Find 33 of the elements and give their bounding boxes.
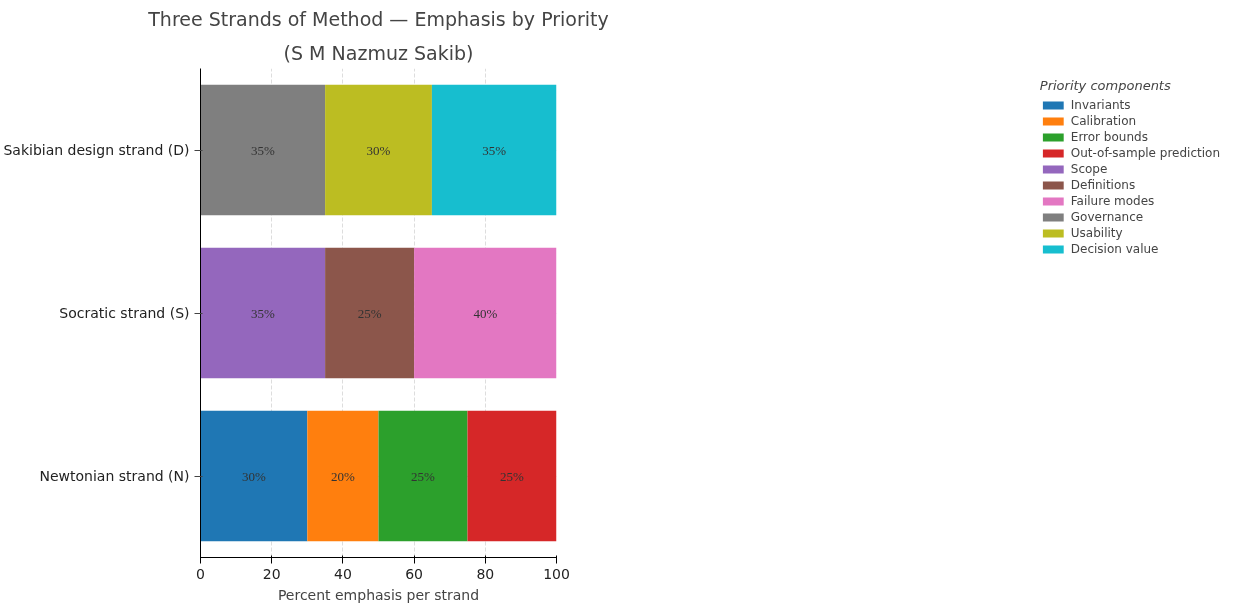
x-tick-label: 40 — [333, 565, 352, 582]
data-label: 25% — [411, 468, 436, 484]
data-label: 35% — [482, 142, 507, 158]
legend-label: Definitions — [1070, 178, 1136, 192]
legend-label: Governance — [1070, 210, 1144, 224]
x-tick-label: 20 — [262, 565, 281, 582]
legend-label: Invariants — [1070, 98, 1131, 112]
data-label: 35% — [250, 142, 275, 158]
chart-title: Three Strands of Method — Emphasis by Priority — [147, 7, 609, 30]
legend-label: Error bounds — [1070, 130, 1148, 144]
legend-label: Failure modes — [1070, 194, 1155, 208]
legend-label: Decision value — [1070, 242, 1159, 256]
chart-subtitle: (S M Nazmuz Sakib) — [283, 41, 474, 64]
legend-label: Usability — [1070, 226, 1123, 240]
data-label: 35% — [250, 305, 275, 321]
data-label: 30% — [366, 142, 391, 158]
y-tick-label: Newtonian strand (N) — [39, 468, 190, 484]
data-label: 20% — [330, 468, 355, 484]
x-tick-label: 100 — [543, 565, 570, 582]
x-tick-label: 0 — [196, 565, 205, 582]
x-axis-title: Percent emphasis per strand — [277, 586, 480, 603]
y-tick-label: Sakibian design strand (D) — [3, 142, 190, 158]
data-label: 30% — [241, 468, 266, 484]
legend-title: Priority components — [1039, 78, 1172, 93]
legend-label: Out-of-sample prediction — [1070, 146, 1220, 160]
legend-label: Calibration — [1070, 114, 1137, 128]
data-label: 25% — [357, 305, 382, 321]
x-tick-label: 60 — [405, 565, 424, 582]
legend-label: Scope — [1070, 162, 1108, 176]
y-tick-label: Socratic strand (S) — [59, 305, 190, 321]
data-label: 25% — [500, 468, 525, 484]
x-tick-label: 80 — [476, 565, 495, 582]
data-label: 40% — [473, 305, 498, 321]
